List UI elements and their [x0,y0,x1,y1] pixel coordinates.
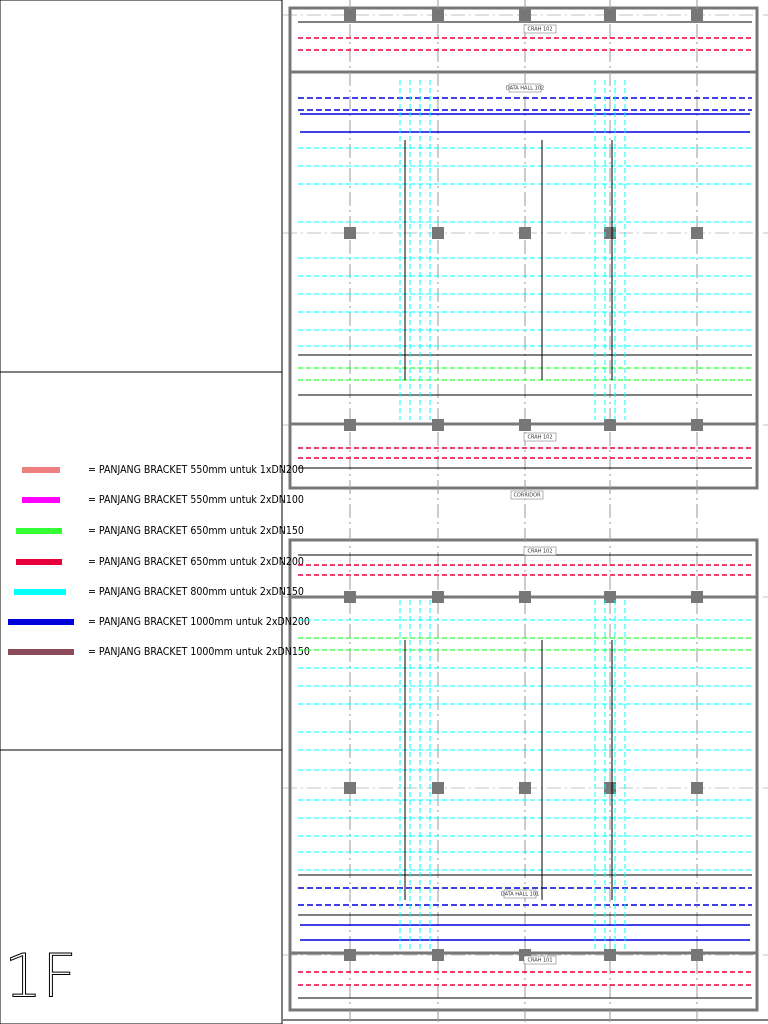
room-label: CRAH 102 [527,27,552,33]
column [604,419,616,431]
legend-label: = PANJANG BRACKET 650mm untuk 2xDN150 [88,525,304,537]
column [344,419,356,431]
column [344,227,356,239]
room-label: CRAH 102 [527,549,552,555]
floor-label: 1F [4,942,77,1012]
room-label: CRAH 101 [527,958,552,964]
legend-label: = PANJANG BRACKET 550mm untuk 2xDN100 [88,494,304,506]
column [344,949,356,961]
legend-label: = PANJANG BRACKET 550mm untuk 1xDN200 [88,464,304,476]
room-tag [508,83,542,93]
room-tag [523,24,557,34]
legend-panel [0,0,283,1024]
column [604,227,616,239]
column [691,9,703,21]
room-label: CRAH 102 [527,435,552,441]
column [432,949,444,961]
column [691,227,703,239]
room-tag [523,432,557,442]
column [344,591,356,603]
column [519,591,531,603]
column [432,782,444,794]
room-tag [523,546,557,556]
room-tag [523,955,557,965]
column [519,9,531,21]
column [604,782,616,794]
column [519,782,531,794]
legend-label: = PANJANG BRACKET 800mm untuk 2xDN150 [88,586,304,598]
column [691,782,703,794]
legend-label: = PANJANG BRACKET 650mm untuk 2xDN200 [88,556,304,568]
column [519,227,531,239]
room-label: DATA HALL 101 [501,892,539,898]
legend-label: = PANJANG BRACKET 1000mm untuk 2xDN200 [88,616,310,628]
column [432,419,444,431]
column [691,949,703,961]
room-label: CORRIDOR [513,493,541,499]
column [432,9,444,21]
column [344,9,356,21]
column [604,591,616,603]
column [432,227,444,239]
legend-label: = PANJANG BRACKET 1000mm untuk 2xDN150 [88,646,310,658]
column [604,9,616,21]
column [432,591,444,603]
room-label: DATA HALL 102 [506,86,544,92]
hall-frame [288,6,759,490]
column [604,949,616,961]
room-tag [503,889,537,899]
room-tag [510,490,544,500]
column [691,591,703,603]
column [519,419,531,431]
hall-frame [288,538,759,1012]
column [344,782,356,794]
column [691,419,703,431]
